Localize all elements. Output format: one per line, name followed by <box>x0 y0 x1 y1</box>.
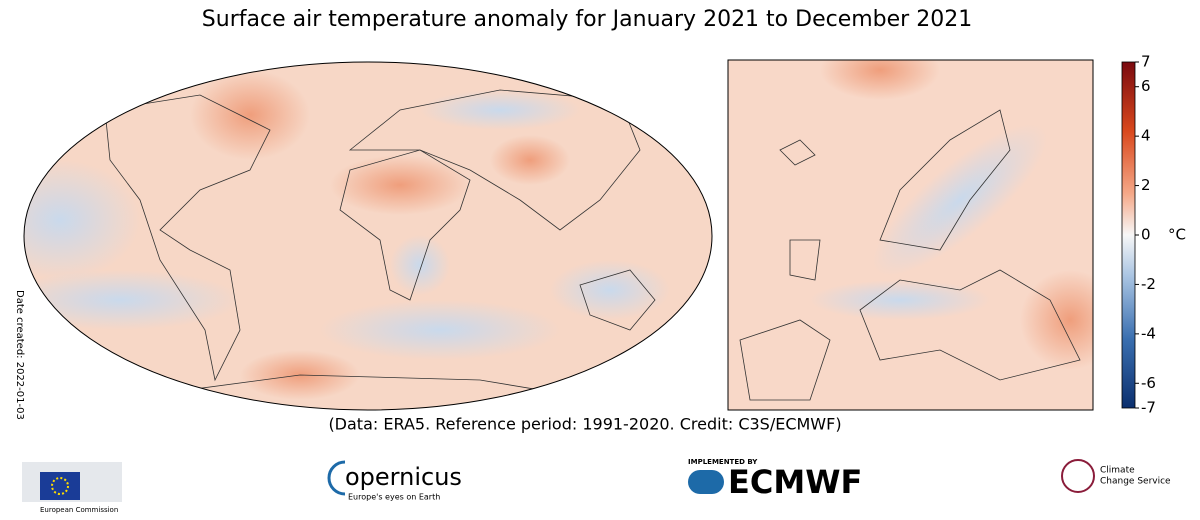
colorbar-tick-label: 0 <box>1141 226 1151 244</box>
date-created: Date created: 2022-01-03 <box>14 290 25 420</box>
colorbar-unit: °C <box>1168 226 1186 244</box>
c3s-line2: Change Service <box>1100 477 1171 487</box>
colorbar-tick-label: 4 <box>1141 127 1151 145</box>
eu-logo: European Commission <box>22 462 122 514</box>
ecmwf-logo: IMPLEMENTED BY ECMWF <box>688 458 862 501</box>
colorbar-tick-label: 2 <box>1141 176 1151 194</box>
colorbar-tick-label: 6 <box>1141 77 1151 95</box>
colorbar-tick-label: -2 <box>1141 275 1156 293</box>
copernicus-name: opernicus <box>345 463 462 491</box>
copernicus-logo: opernicus Europe's eyes on Earth <box>327 460 462 502</box>
c3s-circle <box>1061 459 1095 493</box>
copernicus-swirl <box>327 460 346 496</box>
europe-map <box>728 60 1093 410</box>
ecmwf-pre: IMPLEMENTED BY <box>688 458 758 466</box>
title: Surface air temperature anomaly for Janu… <box>202 7 972 32</box>
c3s-line1: Climate <box>1100 466 1135 476</box>
c3s-logo: Climate Change Service <box>1061 459 1171 493</box>
ecmwf-mark <box>688 470 724 494</box>
credit: (Data: ERA5. Reference period: 1991-2020… <box>328 415 841 434</box>
eu-label: European Commission <box>40 506 118 514</box>
colorbar-tick-label: -4 <box>1141 324 1156 342</box>
colorbar <box>1121 61 1136 409</box>
copernicus-tagline: Europe's eyes on Earth <box>348 493 440 502</box>
europe-map-border <box>727 59 1094 411</box>
ecmwf-name: ECMWF <box>728 463 862 501</box>
colorbar-tick-label: -7 <box>1141 399 1156 417</box>
eu-flag <box>40 472 80 500</box>
eu-stars <box>51 477 69 495</box>
colorbar-tick-label: 7 <box>1141 53 1151 71</box>
world-map-border <box>23 61 713 411</box>
world-map <box>24 62 712 410</box>
colorbar-tick-label: -6 <box>1141 374 1156 392</box>
